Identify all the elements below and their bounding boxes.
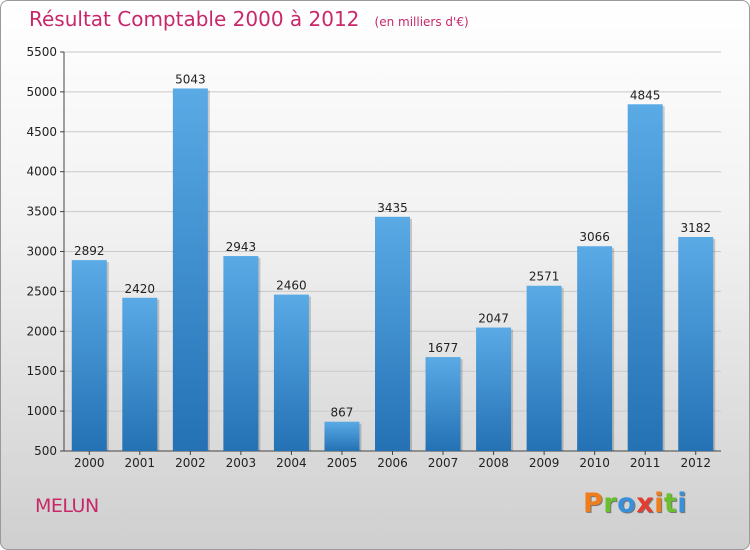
brand-letter: i — [677, 488, 688, 519]
brand-letter: o — [617, 488, 637, 519]
brand-letter: x — [636, 488, 655, 519]
value-label-2004: 2460 — [276, 279, 307, 293]
bar-2000 — [71, 260, 107, 451]
bar-2011 — [627, 104, 663, 452]
chart-title: Résultat Comptable 2000 à 2012 — [29, 7, 360, 31]
bar-2009 — [526, 285, 562, 451]
value-label-2007: 1677 — [428, 341, 459, 355]
x-tick-labels: 2000 2001 2002 2003 2004 2005 2006 2007 2008 2009… — [74, 456, 711, 470]
y-tick-label: 1500 — [26, 364, 57, 378]
x-tick-label-2002: 2002 — [175, 456, 206, 470]
value-label-2005: 867 — [331, 406, 354, 420]
value-label-2002: 5043 — [175, 72, 206, 86]
city-name: MELUN — [35, 495, 99, 517]
brand-letter: r — [603, 488, 618, 519]
value-label-2012: 3182 — [680, 221, 711, 235]
bar-2007 — [425, 357, 461, 451]
bar-2003 — [223, 256, 259, 451]
x-tick-label-2011: 2011 — [630, 456, 661, 470]
x-tick-label-2008: 2008 — [478, 456, 509, 470]
x-tick-label-2006: 2006 — [377, 456, 408, 470]
bars — [71, 88, 716, 452]
data-labels: 2892 2420 5043 2943 2460 867 3435 1677 2047 2571 3… — [74, 72, 711, 419]
value-label-2008: 2047 — [478, 312, 509, 326]
x-tick-label-2007: 2007 — [428, 456, 459, 470]
title-row: Résultat Comptable 2000 à 2012 (en milli… — [29, 7, 469, 31]
y-tick-label: 2500 — [26, 284, 57, 298]
x-tick-label-2001: 2001 — [125, 456, 156, 470]
y-tick-labels: 500 1000 1500 2000 2500 3000 3500 4000 4500 5000 5… — [26, 45, 57, 458]
y-tick-label: 5000 — [26, 85, 57, 99]
bar-2012 — [678, 236, 714, 451]
value-label-2003: 2943 — [226, 240, 257, 254]
x-tick-label-2000: 2000 — [74, 456, 105, 470]
y-tick-label: 3000 — [26, 245, 57, 259]
brand-letter: P — [583, 488, 604, 519]
x-tick-label-2010: 2010 — [579, 456, 610, 470]
bar-2004 — [273, 294, 309, 451]
brand-letter: i — [654, 488, 664, 519]
x-tick-label-2009: 2009 — [529, 456, 560, 470]
y-tick-label: 4000 — [26, 165, 57, 179]
x-tick-label-2012: 2012 — [680, 456, 711, 470]
value-label-2010: 3066 — [579, 230, 610, 244]
y-tick-label: 1000 — [26, 404, 57, 418]
bar-2002 — [172, 88, 208, 451]
proxiti-logo: Proxiti — [583, 488, 687, 519]
y-tick-label: 5500 — [26, 45, 57, 59]
value-label-2009: 2571 — [529, 270, 560, 284]
brand-letter: t — [663, 488, 678, 519]
bar-2008 — [476, 327, 512, 451]
x-tick-label-2003: 2003 — [226, 456, 257, 470]
x-tick-label-2004: 2004 — [276, 456, 307, 470]
value-label-2000: 2892 — [74, 244, 105, 258]
bar-2001 — [122, 297, 158, 451]
bar-2005 — [324, 421, 360, 451]
y-tick-label: 500 — [34, 444, 57, 458]
value-label-2011: 4845 — [630, 88, 661, 102]
value-label-2001: 2420 — [125, 282, 156, 296]
chart-subtitle: (en milliers d'€) — [374, 15, 469, 29]
bar-2006 — [375, 216, 410, 451]
value-label-2006: 3435 — [377, 201, 408, 215]
bar-2010 — [577, 246, 613, 451]
y-tick-label: 2000 — [26, 324, 57, 338]
y-tick-label: 4500 — [26, 125, 57, 139]
y-tick-label: 3500 — [26, 205, 57, 219]
x-tick-label-2005: 2005 — [327, 456, 358, 470]
